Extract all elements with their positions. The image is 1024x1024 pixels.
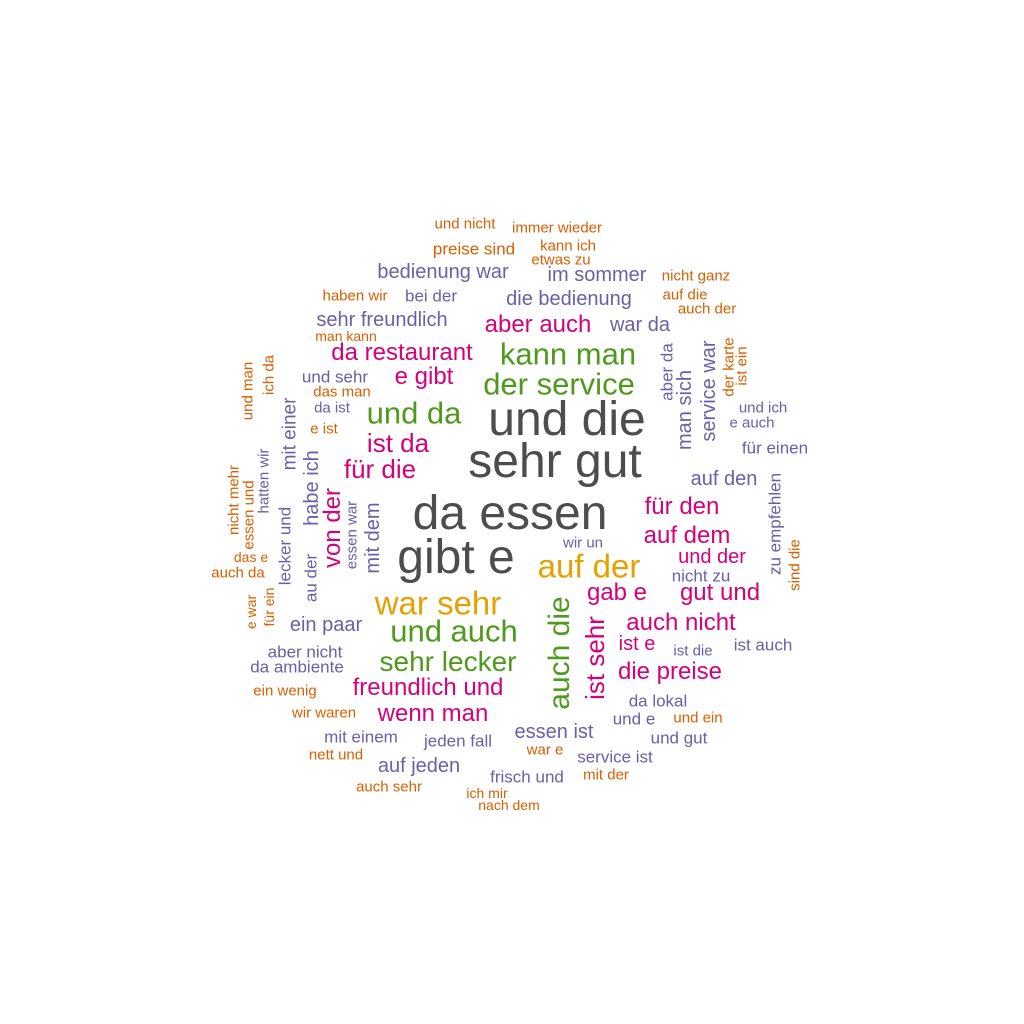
word-da-essen: da essen [412, 487, 608, 540]
word-hatten-wir: hatten wir [255, 448, 273, 514]
word-von-der: von der [319, 487, 346, 569]
word-service-war: service war [698, 340, 720, 442]
word-und-gut: und gut [650, 728, 708, 748]
word-nicht-ganz: nicht ganz [661, 267, 731, 285]
word-wir-un: wir un [562, 534, 604, 552]
word-und-ein: und ein [673, 709, 723, 727]
word-sind-die: sind die [786, 539, 804, 591]
word-ist-auch: ist auch [733, 635, 793, 655]
word-und-man: und man [239, 361, 257, 421]
word-aber-da: aber da [657, 343, 677, 401]
word-und-ich: und ich [738, 399, 788, 417]
word-kann-ich: kann ich [540, 237, 596, 255]
word-war-sehr: war sehr [374, 584, 502, 622]
word-ein-wenig: ein wenig [253, 682, 317, 700]
word-ist-sehr: ist sehr [580, 616, 610, 700]
word-fuer-einen: für einen [741, 438, 809, 458]
word-das-e: das e [233, 549, 269, 565]
word-wir-waren: wir waren [291, 704, 357, 722]
word-nach-dem: nach dem [478, 797, 540, 813]
word-auch-nicht: auch nicht [626, 609, 736, 636]
word-auf-der: auf der [537, 547, 641, 585]
word-etwas-zu: etwas zu [531, 251, 591, 269]
word-aber-nicht: aber nicht [267, 642, 343, 662]
word-auch-der: auch der [677, 300, 737, 318]
word-im-sommer: im sommer [547, 264, 647, 286]
word-jeden-fall: jeden fall [423, 731, 493, 751]
word-e-auch: e auch [729, 414, 775, 432]
word-gab-e: gab e [586, 579, 648, 606]
word-auf-jeden: auf jeden [377, 755, 461, 777]
word-ist-da: ist da [366, 428, 430, 458]
word-e-gibt: e gibt [394, 363, 454, 390]
word-mit-einem: mit einem [324, 727, 398, 747]
word-bedienung-war: bedienung war [377, 261, 509, 283]
word-kann-man: kann man [499, 336, 637, 372]
word-ich-mir: ich mir [466, 785, 508, 801]
word-mit-einer: mit einer [279, 397, 301, 471]
word-das-man: das man [313, 383, 371, 401]
word-ich-da: ich da [260, 354, 278, 396]
word-ein-paar: ein paar [289, 614, 363, 636]
word-nicht-zu: nicht zu [671, 566, 731, 586]
word-mit-dem: mit dem [362, 502, 384, 574]
word-wenn-man: wenn man [377, 700, 489, 727]
word-da-ambiente: da ambiente [250, 657, 344, 677]
word-da-lokal: da lokal [628, 691, 688, 711]
word-und-da: und da [366, 395, 462, 431]
word-fuer-den: für den [644, 493, 720, 520]
word-lecker-und: lecker und [275, 506, 295, 586]
word-service-ist: service ist [577, 747, 653, 767]
word-sehr-lecker: sehr lecker [379, 646, 517, 677]
word-immer-wieder: immer wieder [511, 219, 603, 237]
word-au-der: au der [301, 553, 321, 603]
word-sehr-gut: sehr gut [468, 435, 642, 488]
word-nicht-mehr: nicht mehr [225, 464, 243, 536]
word-ist-e: ist e [618, 633, 656, 655]
word-der-service: der service [483, 366, 635, 402]
word-man-sich: man sich [674, 369, 696, 451]
word-auf-die: auf die [662, 286, 708, 304]
word-auf-dem: auf dem [643, 522, 731, 549]
word-sehr-freundlich: sehr freundlich [316, 309, 448, 331]
word-auf-den: auf den [690, 468, 758, 490]
word-essen-und: essen und [240, 480, 258, 550]
word-auch-da: auch da [211, 564, 265, 582]
word-fuer-die: für die [343, 454, 417, 484]
word-auch-sehr: auch sehr [356, 778, 422, 796]
word-und-e: und e [612, 709, 656, 729]
word-e-war: e war [243, 594, 259, 630]
word-mit-der: mit der [583, 766, 629, 784]
word-war-e: war e [526, 741, 564, 759]
word-nett-und: nett und [308, 746, 364, 764]
word-freundlich-und: freundlich und [352, 674, 504, 701]
word-auch-die: auch die [543, 596, 576, 710]
word-zu-empfehlen: zu empfehlen [765, 472, 785, 576]
word-preise-sind: preise sind [432, 239, 516, 259]
word-da-restaurant: da restaurant [331, 339, 473, 366]
word-die-preise: die preise [617, 658, 723, 685]
word-aber-auch: aber auch [484, 311, 592, 338]
word-die-bedienung: die bedienung [506, 288, 632, 310]
word-ist-ein: ist ein [733, 346, 751, 386]
word-gibt-e: gibt e [397, 531, 515, 584]
word-war-da: war da [609, 314, 671, 336]
word-man-kann: man kann [315, 328, 377, 344]
word-und-auch: und auch [390, 613, 518, 649]
word-und-nicht: und nicht [434, 215, 496, 233]
word-haben-wir: haben wir [322, 287, 388, 305]
word-e-ist: e ist [310, 420, 338, 438]
word-und-der: und der [678, 546, 746, 568]
word-essen-ist: essen ist [514, 721, 594, 743]
word-frisch-und: frisch und [490, 767, 564, 787]
word-fuer-ein: für ein [261, 587, 277, 627]
word-gut-und: gut und [679, 579, 761, 606]
word-essen-war: essen war [343, 500, 361, 570]
word-da-ist: da ist [314, 399, 350, 417]
word-und-die: und die [488, 393, 646, 446]
word-und-sehr: und sehr [301, 367, 369, 387]
word-ist-die: ist die [673, 642, 713, 660]
word-bei-der: bei der [405, 286, 457, 306]
